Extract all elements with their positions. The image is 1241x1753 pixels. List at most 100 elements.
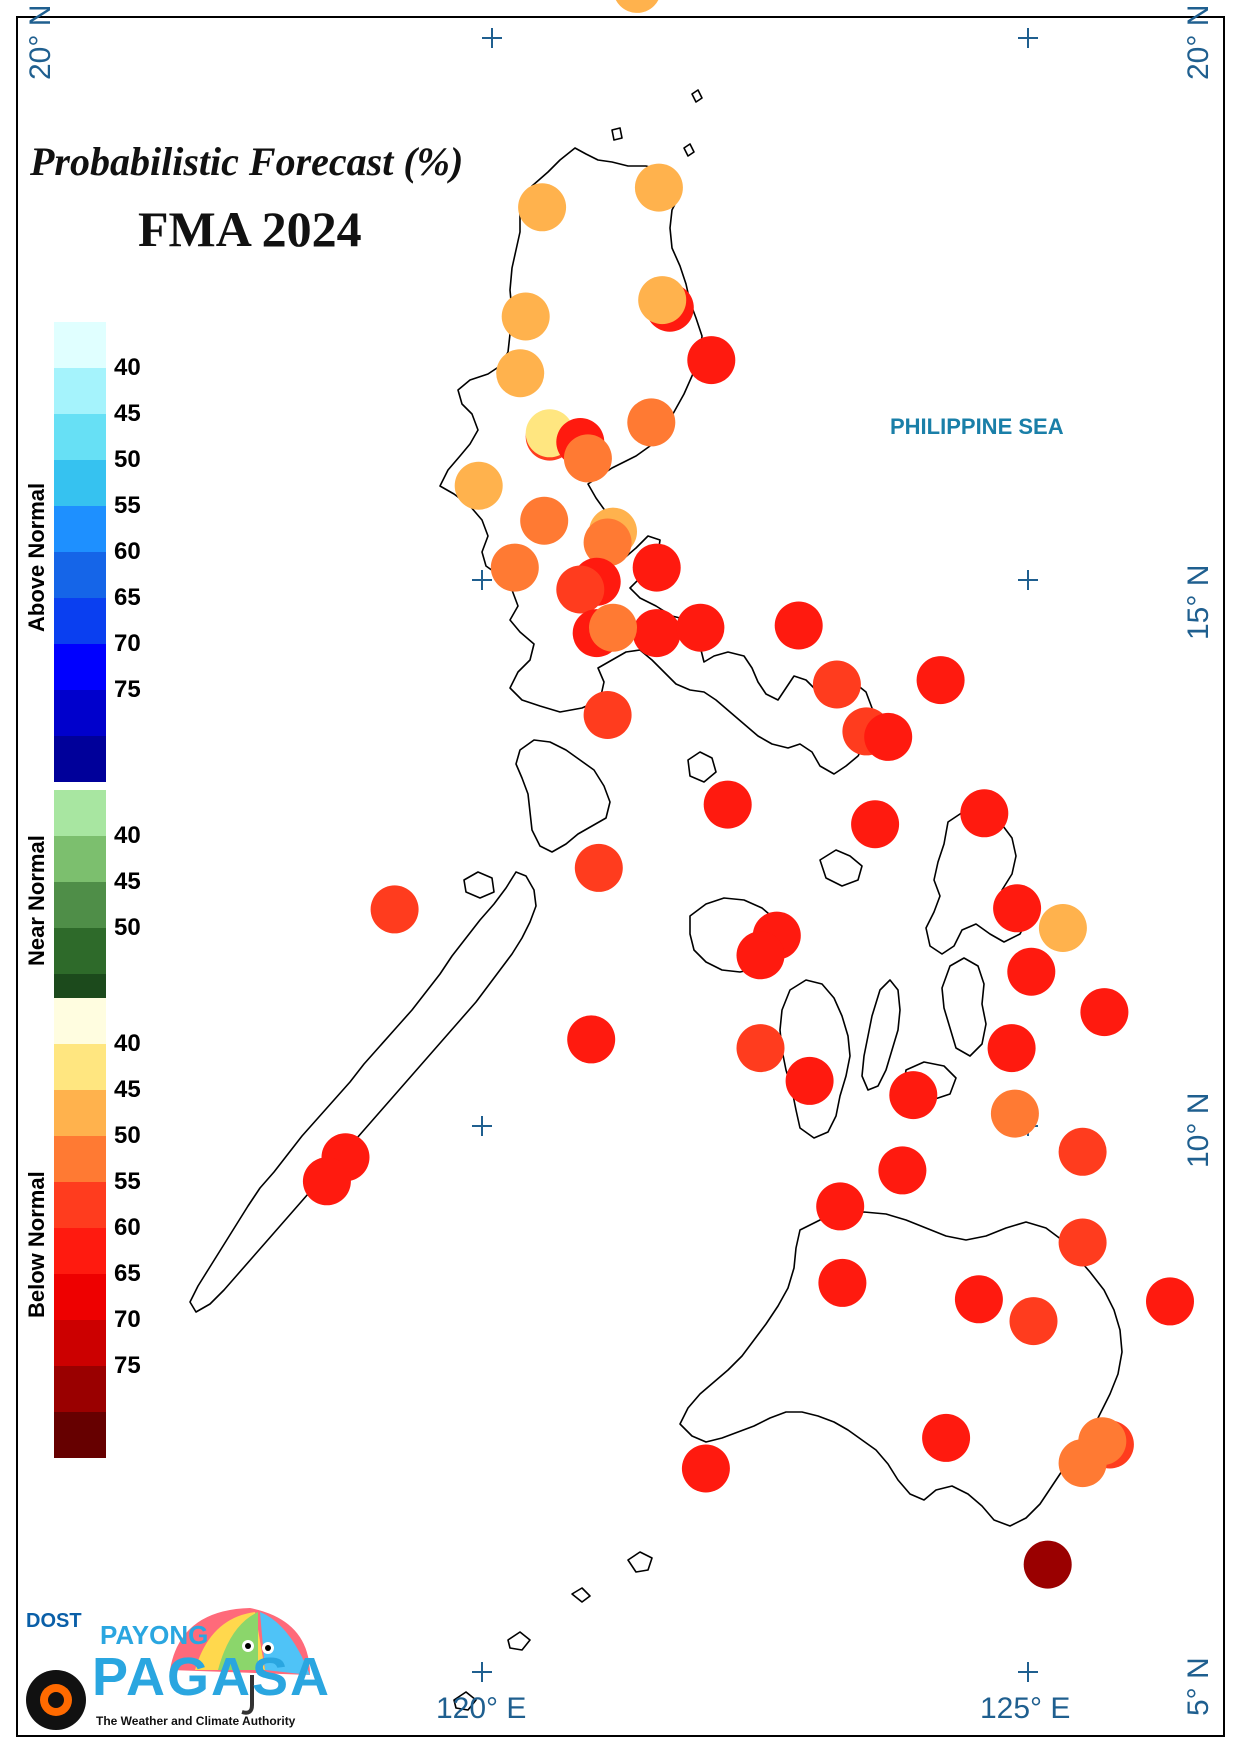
station-marker: [632, 543, 681, 592]
station-marker: [615, 0, 659, 13]
station-marker: [589, 603, 637, 652]
station-marker: [632, 609, 681, 658]
legend-label-near-normal: Near Normal: [24, 835, 49, 966]
legend-above-swatch: [54, 506, 106, 552]
station-marker: [922, 1413, 971, 1462]
station-marker: [1009, 1297, 1058, 1346]
station-marker: [583, 691, 632, 739]
station-marker: [954, 1275, 1003, 1324]
station-marker: [583, 518, 632, 567]
station-marker: [563, 434, 612, 483]
legend-below-value: 75: [114, 1352, 141, 1379]
station-marker: [818, 1258, 867, 1307]
station-marker: [627, 398, 676, 447]
legend-below-value: 40: [114, 1030, 141, 1057]
legend-above-normal: 40 45 50 55 60 65 70 75: [54, 322, 141, 782]
legend-near-value: 50: [114, 914, 141, 941]
coastline-mindanao: [679, 1211, 1123, 1527]
station-marker: [638, 276, 687, 325]
station-marker: [687, 336, 736, 385]
map-frame: [16, 16, 1225, 1737]
legend-below-swatch: [54, 1320, 106, 1366]
station-marker: [1146, 1277, 1194, 1326]
legend-near-value: 40: [114, 822, 141, 849]
station-marker: [518, 183, 567, 232]
legend-below-value: 45: [114, 1076, 141, 1103]
coastline-samar: [925, 809, 1029, 955]
legend-below-swatch: [54, 1136, 106, 1182]
station-marker: [634, 163, 683, 212]
station-marker: [864, 712, 913, 761]
station-marker: [370, 885, 419, 934]
legend-below-swatch: [54, 998, 106, 1044]
legend-above-swatch: [54, 414, 106, 460]
legend-below-value: 70: [114, 1306, 141, 1333]
legend-above-swatch: [54, 368, 106, 414]
forecast-stations: [302, 0, 1194, 1589]
sea-label: PHILIPPINE SEA: [890, 414, 1064, 439]
lon-label-125: 125° E: [980, 1692, 1071, 1725]
lat-label-5: 5° N: [1182, 1657, 1215, 1716]
legend-label-below-normal: Below Normal: [24, 1171, 49, 1318]
lat-label-20-left: 20° N: [24, 4, 57, 80]
legend-above-swatch: [54, 736, 106, 782]
legend-below-normal: 40 45 50 55 60 65 70 75: [54, 998, 141, 1458]
station-marker: [990, 1089, 1039, 1138]
station-marker: [302, 1157, 351, 1206]
legend-below-swatch: [54, 1228, 106, 1274]
station-marker: [496, 349, 545, 398]
coastline-palawan: [189, 871, 537, 1313]
legend-near-normal: 40 45 50: [54, 790, 141, 1020]
logo-payong: PAYONG: [100, 1620, 209, 1650]
station-marker: [556, 565, 605, 614]
legend-below-value: 55: [114, 1168, 141, 1195]
station-marker: [816, 1182, 865, 1231]
legend-near-value: 45: [114, 868, 141, 895]
legend-below-swatch: [54, 1412, 106, 1458]
legend-above-swatch: [54, 598, 106, 644]
legend-near-swatch: [54, 882, 106, 928]
legend-above-value: 40: [114, 354, 141, 381]
umbrella-icon: [26, 1608, 310, 1730]
legend-above-value: 60: [114, 538, 141, 565]
station-marker: [1007, 947, 1056, 996]
map-title: Probabilistic Forecast (%): [30, 139, 464, 184]
graticule-crosses: [472, 28, 1038, 1682]
legend-above-value: 50: [114, 446, 141, 473]
legend-below-swatch: [54, 1182, 106, 1228]
station-marker: [960, 789, 1009, 838]
legend-below-swatch: [54, 1044, 106, 1090]
legend-above-swatch: [54, 322, 106, 368]
legend-above-swatch: [54, 460, 106, 506]
station-marker: [851, 800, 900, 849]
station-marker: [567, 1015, 616, 1064]
legend-above-value: 70: [114, 630, 141, 657]
lat-label-20-right: 20° N: [1182, 4, 1215, 80]
legend-above-swatch: [54, 552, 106, 598]
legend-above-swatch: [54, 690, 106, 736]
station-marker: [520, 496, 569, 545]
coastline-cebu: [861, 979, 901, 1091]
station-marker: [454, 461, 503, 510]
station-marker: [993, 884, 1042, 933]
station-marker: [736, 1024, 785, 1073]
station-marker: [1058, 1439, 1107, 1488]
station-marker: [889, 1071, 938, 1120]
legend-below-value: 60: [114, 1214, 141, 1241]
station-marker: [574, 843, 623, 892]
station-marker: [501, 292, 550, 341]
philippines-coastline: [189, 89, 1123, 1711]
legend-below-value: 65: [114, 1260, 141, 1287]
legend-near-swatch: [54, 836, 106, 882]
station-marker: [987, 1024, 1036, 1073]
station-marker: [1023, 1540, 1072, 1589]
legend-above-value: 45: [114, 400, 141, 427]
station-marker: [785, 1056, 834, 1105]
coastline-luzon: [439, 147, 873, 775]
station-marker: [774, 601, 823, 650]
station-marker: [1058, 1127, 1107, 1176]
logo-tagline: The Weather and Climate Authority: [96, 1714, 296, 1728]
station-marker: [1080, 988, 1129, 1037]
station-marker: [878, 1146, 927, 1195]
logo-dost: DOST: [26, 1610, 82, 1632]
